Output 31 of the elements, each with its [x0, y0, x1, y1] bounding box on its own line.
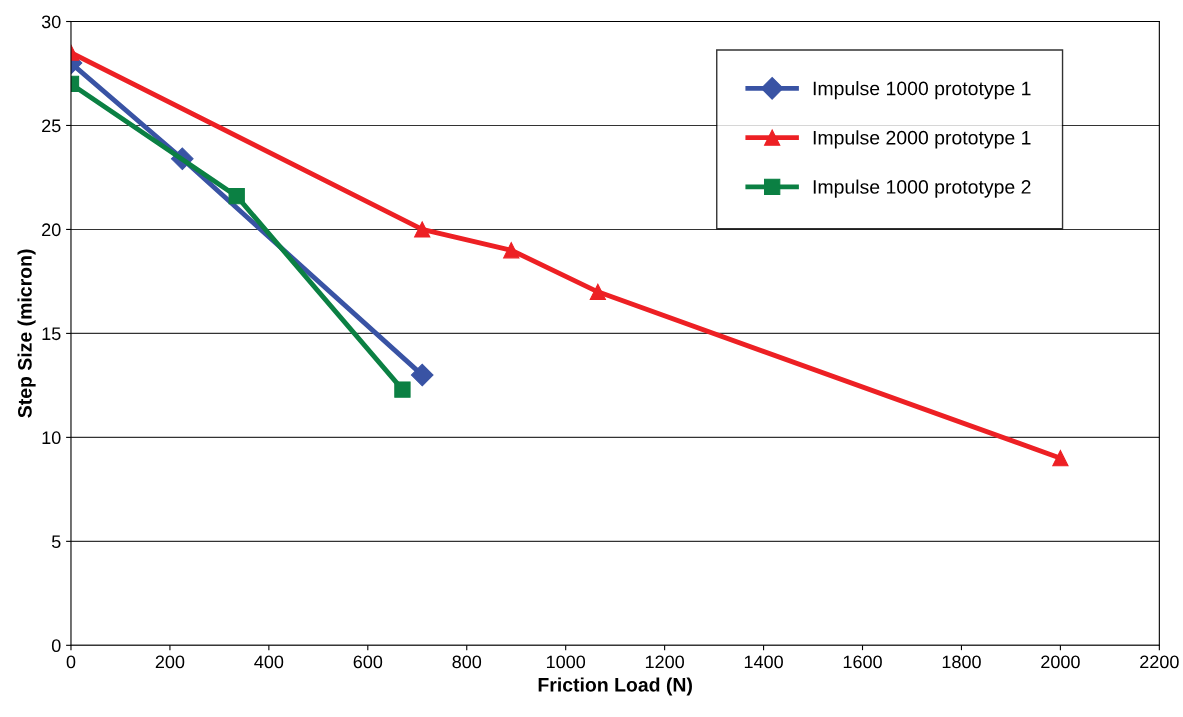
point	[228, 188, 245, 205]
point	[394, 381, 411, 398]
y-tick-label: 30	[41, 15, 61, 29]
y-tick-label: 20	[42, 223, 61, 237]
y-tick-label: 15	[42, 327, 61, 341]
x-tick-label: 1600	[843, 655, 882, 669]
x-tick-label: 1400	[744, 655, 783, 669]
x-axis-title: Friction Load (N)	[538, 677, 692, 696]
legend-label: Impulse 1000 prototype 2	[813, 179, 1031, 198]
y-tick-label: 0	[51, 639, 61, 653]
point	[503, 242, 520, 259]
x-tick-label: 0	[66, 655, 76, 669]
x-tick-label: 2000	[1041, 655, 1080, 669]
y-tick-label: 5	[51, 535, 61, 549]
point	[1052, 450, 1069, 467]
x-tick-label: 1800	[942, 655, 981, 669]
legend-label: Impulse 2000 prototype 1	[813, 130, 1031, 149]
y-tick-label: 25	[42, 119, 61, 133]
legend-label: Impulse 1000 prototype 1	[813, 81, 1031, 100]
y-axis-title: Step Size (micron)	[17, 249, 36, 418]
x-tick-label: 800	[452, 655, 482, 669]
x-tick-label: 600	[353, 655, 383, 669]
y-tick-label: 10	[42, 431, 61, 445]
point	[410, 363, 434, 387]
point	[589, 283, 606, 300]
x-tick-label: 2200	[1140, 655, 1179, 669]
x-tick-label: 200	[155, 655, 185, 669]
point	[414, 221, 431, 238]
x-tick-label: 400	[254, 655, 284, 669]
x-tick-label: 1200	[645, 655, 685, 669]
x-tick-label: 1000	[546, 655, 586, 669]
